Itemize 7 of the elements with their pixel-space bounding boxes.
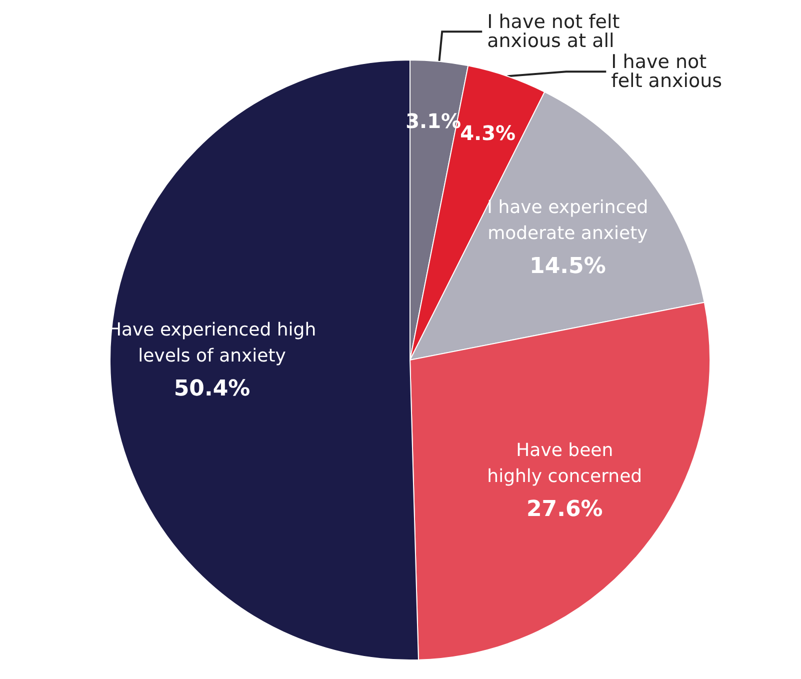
data-label: 4.3% (460, 120, 516, 145)
data-label: 50.4% (174, 376, 250, 402)
data-label: 14.5% (530, 254, 606, 279)
slice-label: I have not felt anxious (611, 51, 722, 92)
data-label: 27.6% (526, 497, 603, 522)
slice-label: I have not felt anxious at all (487, 11, 620, 52)
slice-label: Have been highly concerned (487, 440, 642, 488)
